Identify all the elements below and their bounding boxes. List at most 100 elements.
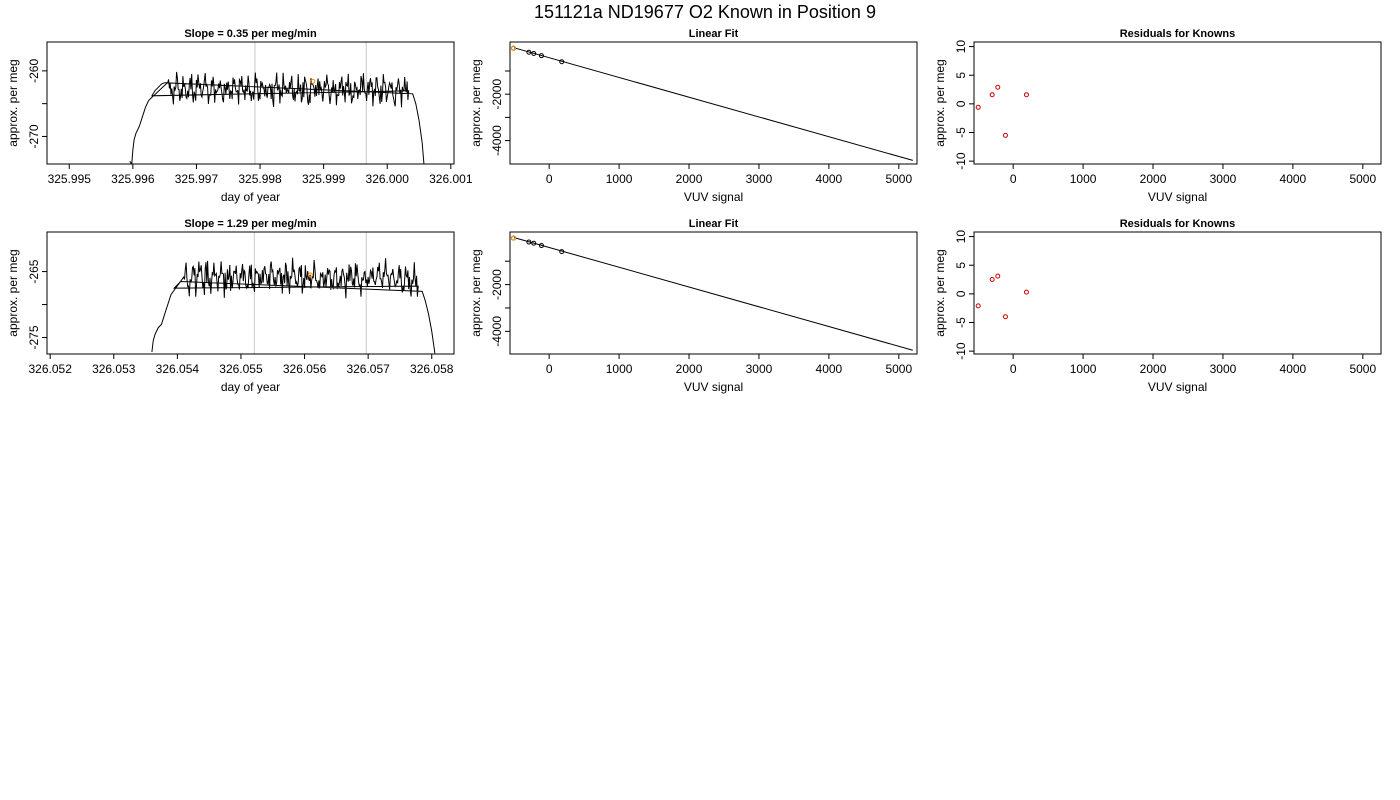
panel-3: Residuals for Knowns 0 1000 2000 3000 4000 500… — [933, 28, 1382, 204]
x-tick-label: 1000 — [1070, 362, 1097, 376]
x-tick-label: 5000 — [1349, 362, 1376, 376]
y-tick-label: 10 — [954, 230, 968, 244]
x-tick-label: 1000 — [606, 172, 633, 186]
data-point — [1023, 289, 1029, 295]
y-axis-label: approx. per meg — [6, 249, 20, 336]
plot-frame — [46, 41, 455, 165]
data-point — [531, 240, 537, 246]
data-point — [975, 104, 981, 110]
x-tick-label: 325.996 — [111, 172, 155, 186]
data-point — [989, 92, 995, 98]
data-point — [1023, 92, 1029, 98]
x-tick-label: 4000 — [816, 172, 843, 186]
x-tick-label: 4000 — [1280, 172, 1307, 186]
x-tick-label: 3000 — [746, 172, 773, 186]
data-point — [1002, 132, 1008, 138]
data-point — [538, 243, 544, 249]
y-tick-label: -2000 — [490, 79, 504, 110]
y-tick-label: -2000 — [490, 269, 504, 300]
x-axis-label: VUV signal — [1148, 190, 1207, 204]
y-axis-label: approx. per meg — [469, 59, 483, 146]
x-tick-label: 3000 — [1210, 172, 1237, 186]
fit-line — [514, 47, 913, 161]
plot-area — [510, 235, 913, 351]
panel-2: Linear Fit 0 1000 2000 3000 4000 5000 VUV signa… — [469, 28, 918, 204]
x-tick-label: 2000 — [676, 172, 703, 186]
highlight-point — [510, 235, 516, 241]
plot-frame — [973, 231, 1382, 355]
x-tick-label: 3000 — [746, 362, 773, 376]
x-tick-label: 3000 — [1210, 362, 1237, 376]
y-tick-label: -5 — [954, 317, 968, 328]
x-tick-label: 326.058 — [410, 362, 454, 376]
y-tick-label: -4000 — [490, 125, 504, 156]
fit-line — [514, 237, 913, 351]
x-tick-label: 325.995 — [48, 172, 92, 186]
y-axis-label: approx. per meg — [469, 249, 483, 336]
plot-area — [151, 232, 436, 354]
data-point — [531, 50, 537, 56]
plot-frame — [46, 231, 455, 355]
panel-title: Residuals for Knowns — [1120, 218, 1236, 230]
x-tick-label: 325.999 — [302, 172, 346, 186]
y-tick-label: -265 — [27, 259, 41, 283]
plot-area — [975, 84, 1029, 138]
panel-title: Linear Fit — [689, 218, 739, 230]
panel-1: Slope = 0.35 per meg/min 325.995 325.996 32… — [6, 28, 473, 204]
data-point — [559, 59, 565, 65]
y-tick-label: -10 — [954, 152, 968, 170]
y-tick-label: 0 — [954, 100, 968, 107]
x-tick-label: 0 — [546, 172, 553, 186]
plot-area — [975, 273, 1029, 320]
x-tick-label: 1000 — [606, 362, 633, 376]
x-tick-label: 0 — [1010, 172, 1017, 186]
plot-area — [510, 45, 913, 161]
x-tick-label: 325.998 — [238, 172, 282, 186]
x-tick-label: 325.997 — [175, 172, 219, 186]
x-tick-label: 2000 — [676, 362, 703, 376]
x-axis-label: VUV signal — [1148, 380, 1207, 394]
y-tick-label: -270 — [27, 124, 41, 148]
panel-4: Slope = 1.29 per meg/min 326.052 326.053 32… — [6, 218, 455, 394]
highlight-point — [510, 45, 516, 51]
plot-frame — [509, 41, 918, 165]
x-tick-label: 5000 — [885, 172, 912, 186]
x-tick-label: 0 — [1010, 362, 1017, 376]
y-tick-label: -4000 — [490, 316, 504, 347]
y-tick-label: 5 — [954, 262, 968, 269]
data-point — [1002, 314, 1008, 320]
x-axis-label: VUV signal — [684, 380, 743, 394]
y-tick-label: -260 — [27, 59, 41, 83]
data-point — [526, 49, 532, 55]
plot-area — [129, 42, 425, 164]
y-tick-label: 0 — [954, 290, 968, 297]
x-axis-label: day of year — [221, 380, 280, 394]
y-tick-label: -10 — [954, 342, 968, 360]
y-axis-label: approx. per meg — [933, 249, 947, 336]
y-axis-label: approx. per meg — [6, 59, 20, 146]
x-tick-label: 5000 — [885, 362, 912, 376]
data-point — [559, 249, 565, 255]
plot-frame — [973, 41, 1382, 165]
y-tick-label: 10 — [954, 40, 968, 54]
x-tick-label: 2000 — [1140, 362, 1167, 376]
plot-frame — [509, 231, 918, 355]
x-axis-label: day of year — [221, 190, 280, 204]
data-point — [995, 84, 1001, 90]
panel-title: Residuals for Knowns — [1120, 28, 1236, 40]
highlight-point — [307, 272, 313, 278]
x-tick-label: 2000 — [1140, 172, 1167, 186]
data-point — [526, 239, 532, 245]
x-tick-label: 4000 — [816, 362, 843, 376]
x-tick-label: 326.052 — [28, 362, 72, 376]
panel-6: Residuals for Knowns 0 1000 2000 3000 4000 500… — [933, 218, 1382, 394]
series-line — [129, 71, 425, 164]
y-tick-label: 5 — [954, 72, 968, 79]
x-tick-label: 326.000 — [366, 172, 410, 186]
panel-title: Slope = 1.29 per meg/min — [184, 218, 317, 230]
x-tick-label: 0 — [546, 362, 553, 376]
x-tick-label: 5000 — [1349, 172, 1376, 186]
x-tick-label: 4000 — [1280, 362, 1307, 376]
y-tick-label: -5 — [954, 127, 968, 138]
